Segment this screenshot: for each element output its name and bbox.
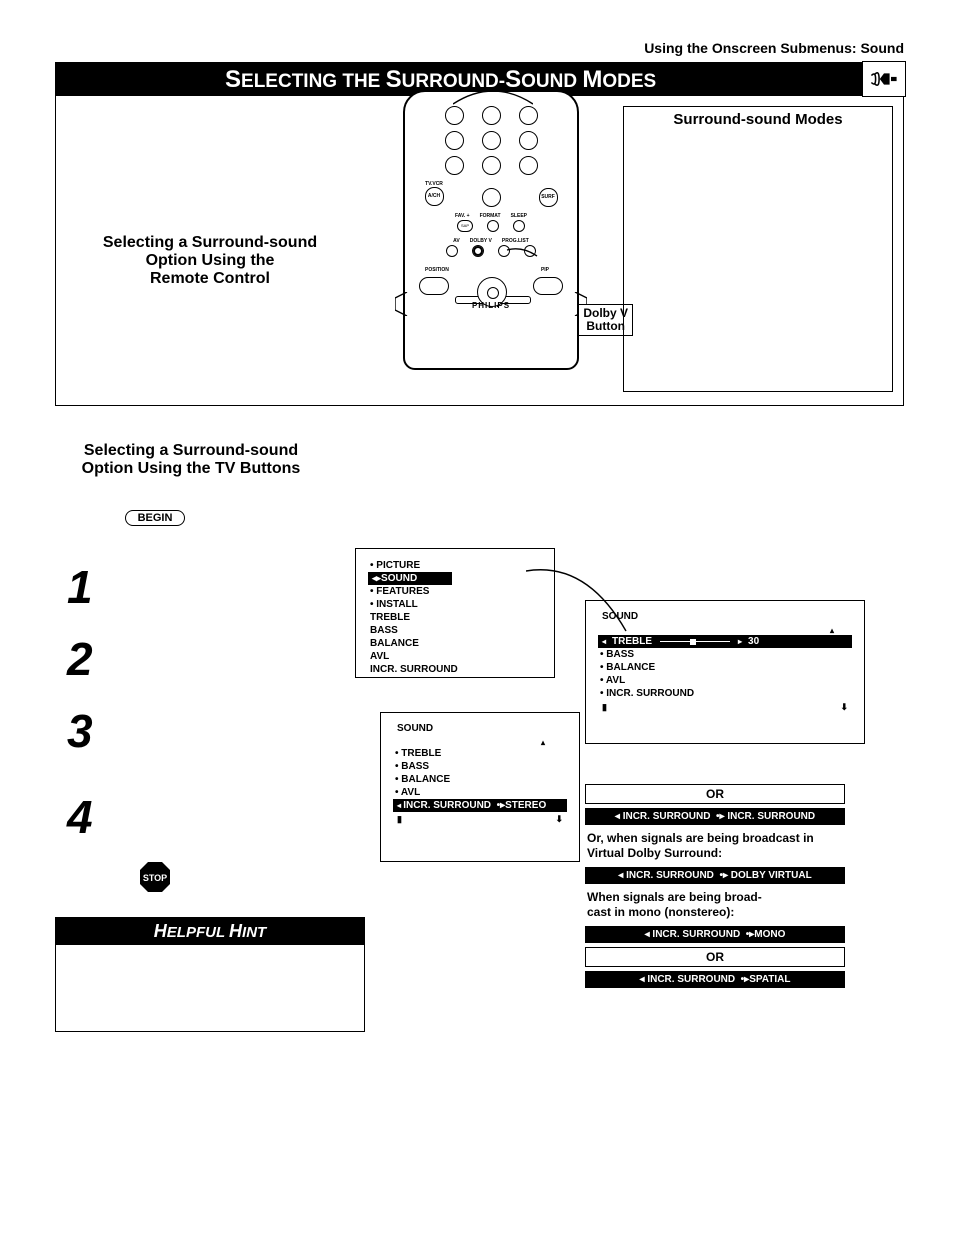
chip-spatial: ◂ INCR. SURROUND •▸SPATIAL <box>585 971 845 988</box>
tv-buttons-heading: Selecting a Surround-sound Option Using … <box>51 442 331 478</box>
stop-icon: STOP <box>138 860 172 894</box>
step-3: 3 <box>67 708 93 754</box>
step-2: 2 <box>67 636 93 682</box>
modes-panel-title: Surround-sound Modes <box>624 111 892 128</box>
brand-label: PHILIPS <box>405 301 577 310</box>
begin-pill: BEGIN <box>125 510 186 526</box>
btn-ach: A/CH <box>425 187 444 206</box>
chip-mono: ◂ INCR. SURROUND •▸MONO <box>585 926 845 943</box>
helpful-hint-title: HELPFUL HINT <box>56 918 364 945</box>
remote-control-illustration: TV.VCRA/CH SURF FAV. +FORMATSLEEP SAP AV… <box>391 90 591 380</box>
note-mono: When signals are being broad-cast in mon… <box>587 890 843 920</box>
note-dolby: Or, when signals are being broadcast in … <box>587 831 843 861</box>
step-1: 1 <box>67 564 93 610</box>
svg-text:STOP: STOP <box>143 873 167 883</box>
or-label-1: OR <box>585 784 845 804</box>
remote-heading: Selecting a Surround-sound Option Using … <box>80 234 340 288</box>
chip-incr-surround-1: ◂ INCR. SURROUND •▸ INCR. SURROUND <box>585 808 845 825</box>
osd-sound-incr-surround: SOUND ▴ TREBLE BASS BALANCE AVL ◂ INCR. … <box>380 712 580 862</box>
surround-speaker-icon <box>862 61 906 97</box>
helpful-hint-box: HELPFUL HINT <box>55 917 365 1032</box>
page-header: Using the Onscreen Submenus: Sound <box>55 40 904 56</box>
step-4: 4 <box>67 794 93 840</box>
btn-surf: SURF <box>539 188 558 207</box>
surround-modes-panel: Surround-sound Modes <box>623 106 893 392</box>
right-options-stack: OR ◂ INCR. SURROUND •▸ INCR. SURROUND Or… <box>585 780 845 992</box>
chip-dolby-virtual: ◂ INCR. SURROUND •▸ DOLBY VIRTUAL <box>585 867 845 884</box>
osd-main-menu: PICTURE ◂▸SOUND FEATURES INSTALL TREBLE … <box>355 548 555 678</box>
or-label-2: OR <box>585 947 845 967</box>
label-tvvcr: TV.VCR <box>425 181 444 187</box>
osd-sound-treble: SOUND ▴ ◂TREBLE▸30 BASS BALANCE AVL INCR… <box>585 600 865 744</box>
top-content-frame: Selecting a Surround-sound Option Using … <box>55 96 904 406</box>
